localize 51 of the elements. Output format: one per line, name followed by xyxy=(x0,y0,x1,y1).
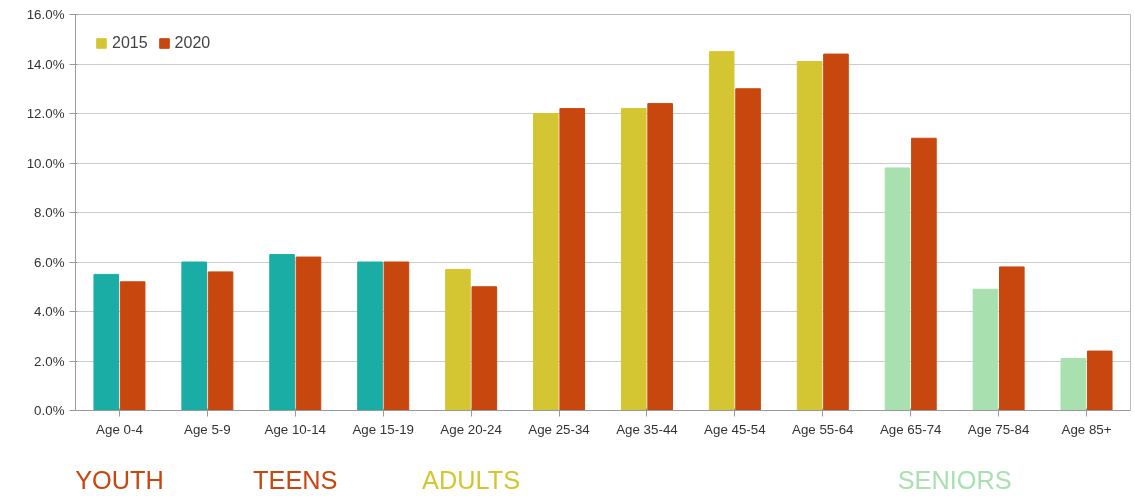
y-tick-label: 8.0% xyxy=(34,205,65,220)
bar xyxy=(207,271,234,411)
x-tick-label: Age 75-84 xyxy=(967,421,1030,437)
text: ADULTS xyxy=(422,465,521,494)
bar xyxy=(119,281,146,411)
y-tick-label: 6.0% xyxy=(34,254,65,270)
bar xyxy=(884,167,911,411)
bar xyxy=(999,266,1025,411)
bar xyxy=(269,254,295,411)
bar xyxy=(533,113,559,411)
x-tick-label: Age 65-74 xyxy=(879,421,943,437)
bar xyxy=(93,273,120,411)
bar xyxy=(1086,350,1113,411)
y-tick-label: 0.0% xyxy=(34,403,65,418)
bar xyxy=(181,261,207,411)
y-tick-label: 14.0% xyxy=(26,56,65,72)
bar xyxy=(445,268,471,411)
x-tick-label: Age 15-19 xyxy=(352,421,414,437)
bar xyxy=(620,108,647,411)
bar xyxy=(647,103,673,411)
bar xyxy=(911,137,937,411)
x-tick-label: Age 45-54 xyxy=(704,421,767,437)
bar xyxy=(471,286,498,411)
x-tick-label: Age 20-24 xyxy=(440,421,503,437)
y-tick-label: 10.0% xyxy=(26,155,65,171)
x-tick-label: Age 85+ xyxy=(1061,421,1112,437)
text: YOUTH xyxy=(75,465,164,494)
bar xyxy=(823,53,849,411)
bar xyxy=(357,261,383,411)
x-tick-label: Age 55-64 xyxy=(792,421,855,437)
bar xyxy=(295,256,322,411)
legend-label: 2015 xyxy=(112,34,148,52)
x-tick-label: Age 25-34 xyxy=(528,421,591,437)
bar xyxy=(735,88,761,411)
bar xyxy=(383,261,410,411)
text: SENIORS xyxy=(897,465,1012,494)
x-tick-label: Age 35-44 xyxy=(616,421,679,437)
x-tick-label: Age 5-9 xyxy=(184,421,231,437)
text: TEENS xyxy=(253,465,338,494)
bar xyxy=(796,61,823,411)
y-tick-label: 2.0% xyxy=(34,353,65,369)
x-tick-label: Age 0-4 xyxy=(96,421,144,437)
y-tick-label: 16.0% xyxy=(26,7,65,22)
x-tick-label: Age 10-14 xyxy=(264,421,327,437)
y-tick-label: 4.0% xyxy=(34,304,65,319)
y-tick-label: 12.0% xyxy=(26,106,65,121)
bar xyxy=(972,288,999,411)
legend-label: 2020 xyxy=(174,34,211,52)
bar xyxy=(708,51,735,411)
bar xyxy=(1060,358,1087,411)
bar xyxy=(559,108,586,411)
